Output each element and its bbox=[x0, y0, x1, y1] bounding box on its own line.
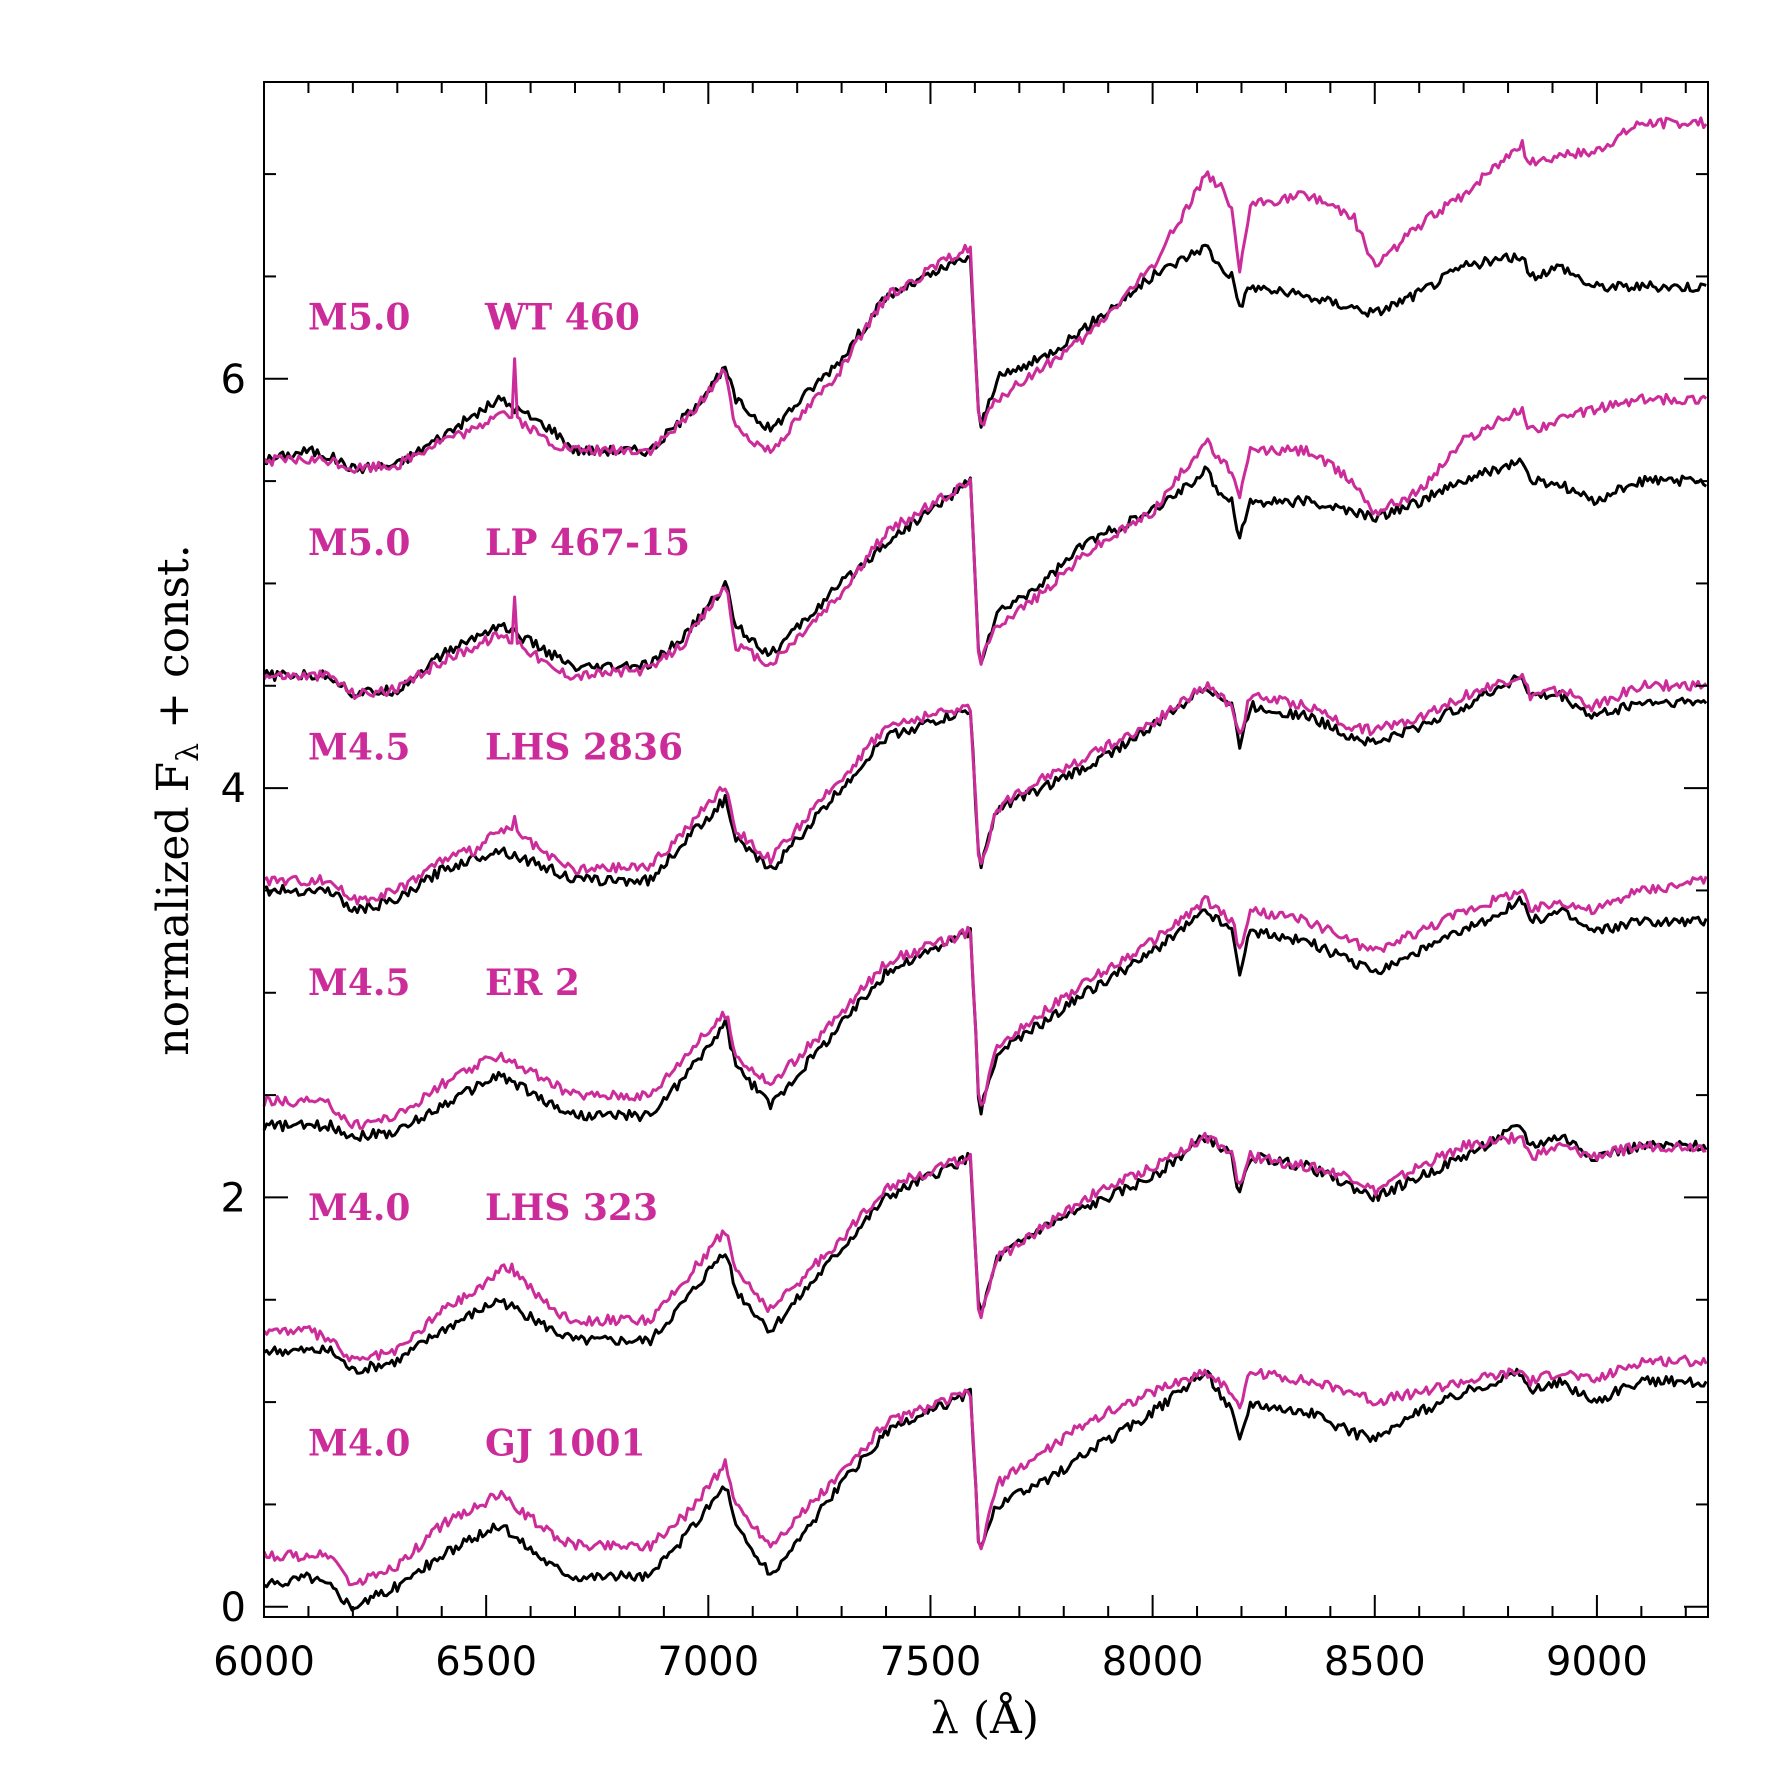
spectral-type-label: M5.0 bbox=[308, 522, 410, 564]
y-tick-label: 0 bbox=[221, 1585, 246, 1631]
spectral-type-label: M5.0 bbox=[308, 297, 410, 339]
spectral-type-label: M4.5 bbox=[308, 962, 410, 1004]
x-tick-label: 8000 bbox=[1102, 1639, 1204, 1685]
x-tick-label: 9000 bbox=[1546, 1639, 1648, 1685]
x-tick-label: 7000 bbox=[657, 1639, 759, 1685]
star-name-label: WT 460 bbox=[484, 297, 640, 339]
star-name-label: LP 467-15 bbox=[485, 522, 690, 564]
x-tick-label: 6000 bbox=[213, 1639, 315, 1685]
y-tick-label: 6 bbox=[221, 357, 246, 403]
x-tick-label: 7500 bbox=[880, 1639, 982, 1685]
star-name-label: ER 2 bbox=[485, 962, 580, 1004]
observed-spectrum-line bbox=[262, 1354, 1708, 1587]
y-tick-label: 4 bbox=[221, 766, 246, 812]
x-axis-title: λ (Å) bbox=[931, 1691, 1039, 1744]
observed-spectrum-line bbox=[263, 672, 1708, 906]
template-spectrum-line bbox=[263, 243, 1707, 475]
observed-spectrum-line bbox=[262, 392, 1708, 700]
axis-ticks: 6000 6500 7000 7500 8000 8500 9000 0 2 4 6 bbox=[213, 82, 1708, 1685]
y-axis-title: normalized Fλ + const. bbox=[148, 544, 206, 1055]
y-axis-title-main: normalized F bbox=[148, 762, 199, 1056]
y-axis-title-suffix: + const. bbox=[148, 544, 199, 743]
observed-spectrum-line bbox=[262, 875, 1708, 1130]
observed-spectrum-line bbox=[262, 116, 1708, 474]
observed-spectrum-line bbox=[262, 1131, 1707, 1363]
star-name-label: LHS 323 bbox=[485, 1187, 658, 1229]
y-tick-label: 2 bbox=[221, 1175, 246, 1221]
x-tick-label: 6500 bbox=[435, 1639, 537, 1685]
star-name-label: LHS 2836 bbox=[485, 727, 683, 769]
plot-frame bbox=[263, 81, 1709, 1618]
y-axis-title-subscript: λ bbox=[171, 743, 206, 762]
x-tick-label: 8500 bbox=[1324, 1639, 1426, 1685]
plot-area bbox=[262, 116, 1708, 1612]
spectral-type-label: M4.0 bbox=[308, 1422, 410, 1464]
annotations: M5.0 WT 460 M5.0 LP 467-15 M4.5 LHS 2836 M4.5 E… bbox=[308, 297, 690, 1465]
spectral-type-label: M4.5 bbox=[308, 727, 410, 769]
spectral-type-label: M4.0 bbox=[308, 1187, 410, 1229]
star-name-label: GJ 1001 bbox=[485, 1422, 646, 1464]
